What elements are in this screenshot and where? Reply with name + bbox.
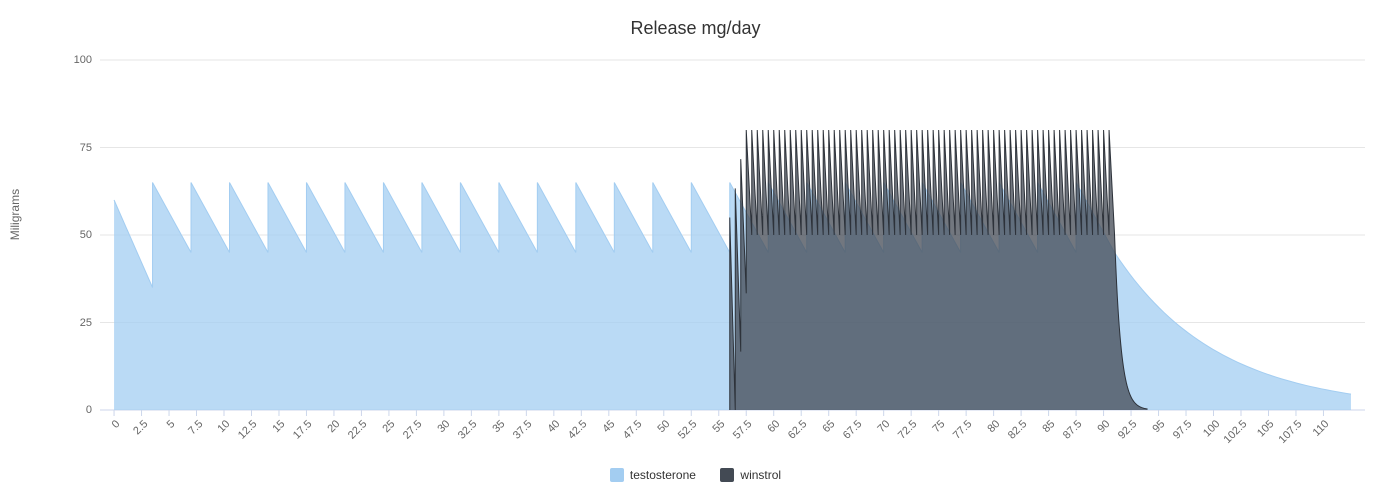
x-tick-label: 110 bbox=[1311, 418, 1332, 439]
x-tick-label: 57.5 bbox=[731, 418, 755, 442]
x-tick-label: 22.5 bbox=[346, 418, 370, 442]
x-tick-label: 97.5 bbox=[1171, 418, 1195, 442]
x-tick-label: 107.5 bbox=[1277, 418, 1305, 446]
legend-label-winstrol: winstrol bbox=[740, 468, 781, 482]
y-tick-label: 75 bbox=[80, 142, 92, 154]
x-tick-label: 0 bbox=[110, 418, 123, 431]
plot-svg bbox=[100, 60, 1365, 410]
y-tick-label: 0 bbox=[86, 404, 92, 416]
x-tick-label: 17.5 bbox=[291, 418, 315, 442]
x-tick-label: 95 bbox=[1150, 418, 1167, 435]
x-tick-label: 10 bbox=[215, 418, 232, 435]
legend-swatch-winstrol bbox=[720, 468, 734, 482]
x-tick-label: 77.5 bbox=[951, 418, 975, 442]
legend-item-testosterone[interactable]: testosterone bbox=[610, 468, 696, 482]
y-tick-label: 100 bbox=[74, 54, 92, 66]
x-tick-label: 37.5 bbox=[511, 418, 535, 442]
x-tick-label: 45 bbox=[600, 418, 617, 435]
legend: testosterone winstrol bbox=[0, 468, 1391, 487]
release-chart: Release mg/day Miligrams 025507510002.55… bbox=[0, 0, 1391, 501]
x-tick-label: 105 bbox=[1256, 418, 1277, 439]
x-tick-label: 70 bbox=[875, 418, 892, 435]
x-tick-label: 30 bbox=[435, 418, 452, 435]
x-tick-label: 100 bbox=[1201, 418, 1222, 439]
x-tick-label: 60 bbox=[765, 418, 782, 435]
x-tick-label: 40 bbox=[545, 418, 562, 435]
x-tick-label: 55 bbox=[710, 418, 727, 435]
y-tick-label: 25 bbox=[80, 317, 92, 329]
x-tick-label: 67.5 bbox=[841, 418, 865, 442]
y-tick-label: 50 bbox=[80, 229, 92, 241]
x-tick-label: 82.5 bbox=[1006, 418, 1030, 442]
x-tick-label: 72.5 bbox=[896, 418, 920, 442]
x-tick-label: 80 bbox=[985, 418, 1002, 435]
x-tick-label: 12.5 bbox=[236, 418, 260, 442]
x-tick-label: 15 bbox=[270, 418, 287, 435]
x-tick-label: 52.5 bbox=[676, 418, 700, 442]
x-tick-label: 20 bbox=[325, 418, 342, 435]
x-tick-label: 35 bbox=[490, 418, 507, 435]
x-tick-label: 25 bbox=[380, 418, 397, 435]
x-tick-label: 47.5 bbox=[621, 418, 645, 442]
plot-area: 025507510002.557.51012.51517.52022.52527… bbox=[100, 60, 1365, 410]
x-tick-label: 92.5 bbox=[1116, 418, 1140, 442]
x-tick-label: 65 bbox=[820, 418, 837, 435]
x-tick-label: 102.5 bbox=[1222, 418, 1250, 446]
x-tick-label: 2.5 bbox=[131, 418, 150, 437]
legend-label-testosterone: testosterone bbox=[630, 468, 696, 482]
x-tick-label: 42.5 bbox=[566, 418, 590, 442]
x-tick-label: 75 bbox=[930, 418, 947, 435]
x-tick-label: 90 bbox=[1095, 418, 1112, 435]
x-tick-label: 27.5 bbox=[401, 418, 425, 442]
x-tick-label: 32.5 bbox=[456, 418, 480, 442]
legend-swatch-testosterone bbox=[610, 468, 624, 482]
x-tick-label: 87.5 bbox=[1061, 418, 1085, 442]
x-tick-label: 5 bbox=[165, 418, 178, 431]
x-tick-label: 50 bbox=[655, 418, 672, 435]
x-tick-label: 62.5 bbox=[786, 418, 810, 442]
x-tick-label: 85 bbox=[1040, 418, 1057, 435]
legend-item-winstrol[interactable]: winstrol bbox=[720, 468, 781, 482]
chart-title: Release mg/day bbox=[0, 18, 1391, 39]
x-tick-label: 7.5 bbox=[186, 418, 205, 437]
